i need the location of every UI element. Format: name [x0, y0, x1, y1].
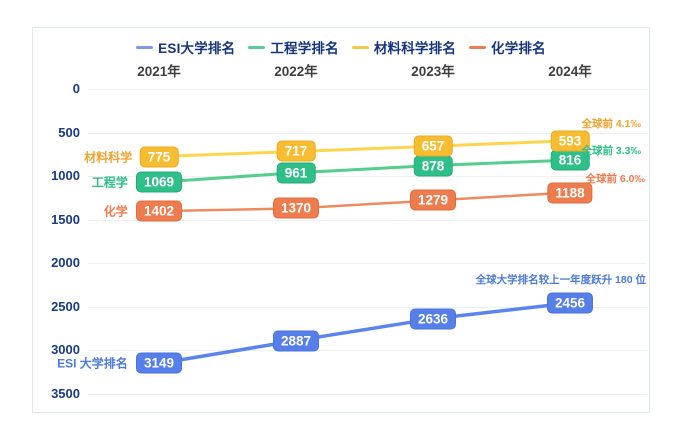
x-axis-label: 2022年	[274, 64, 318, 79]
series-line-化学排名	[157, 191, 572, 213]
series-axis-label: 工程学	[91, 175, 128, 190]
x-axis-label: 2024年	[548, 64, 592, 79]
data-point-badge[interactable]: 878	[413, 155, 453, 176]
data-point-badge[interactable]: 2636	[409, 308, 457, 330]
legend-item-2[interactable]: 材料科学排名	[351, 37, 457, 57]
series-axis-label: 化学	[103, 204, 128, 219]
data-point-badge[interactable]: 2887	[272, 330, 320, 352]
x-axis-label: 2023年	[411, 64, 455, 79]
series-line-材料科学排名	[157, 139, 572, 159]
x-axis-label: 2021年	[137, 64, 181, 79]
y-axis-label: 2500	[51, 298, 80, 314]
chart-legend: ESI大学排名 工程学排名 材料科学排名 化学排名	[33, 36, 649, 58]
data-point-badge[interactable]: 717	[276, 140, 316, 162]
series-line-ESI大学排名	[157, 301, 572, 366]
data-point-badge[interactable]: 3149	[135, 352, 183, 374]
legend-line-marker-icon	[248, 45, 266, 49]
data-point-badge[interactable]: 1188	[547, 182, 593, 204]
annotation: 全球大学排名较上一年度跃升 180 位	[475, 274, 646, 286]
data-point-badge[interactable]: 1370	[272, 197, 320, 219]
legend-item-label: 化学排名	[491, 41, 546, 56]
annotation: 全球前 6.0‰	[585, 173, 645, 185]
series-line-工程学排名	[157, 158, 572, 184]
data-point-badge[interactable]: 1069	[135, 171, 183, 193]
y-axis-label: 3000	[51, 342, 80, 358]
gridline	[88, 263, 647, 265]
legend-item-label: ESI大学排名	[158, 41, 236, 56]
y-axis-label: 3500	[51, 386, 80, 401]
data-point-badge[interactable]: 775	[139, 146, 179, 168]
gridline	[88, 306, 647, 308]
gridline	[88, 89, 647, 90]
series-axis-label: ESI 大学排名	[57, 356, 128, 371]
legend-line-marker-icon	[136, 45, 154, 49]
gridline	[88, 350, 647, 352]
annotation: 全球前 4.1‰	[581, 118, 641, 130]
series-axis-label: 材料科学	[84, 150, 133, 165]
gridline	[88, 219, 647, 221]
legend-line-marker-icon	[469, 45, 487, 49]
y-axis-label: 500	[58, 124, 80, 140]
legend-item-3[interactable]: 化学排名	[469, 37, 546, 57]
legend-item-0[interactable]: ESI大学排名	[136, 37, 235, 57]
gridline	[88, 132, 647, 134]
legend-item-1[interactable]: 工程学排名	[248, 37, 339, 57]
legend-item-label: 工程学排名	[270, 41, 339, 56]
data-point-badge[interactable]: 816	[550, 149, 590, 171]
gridline	[88, 176, 647, 178]
chart-card: ESI大学排名 工程学排名 材料科学排名 化学排名 2021年 2022年 2023年 20…	[32, 27, 650, 413]
data-point-badge[interactable]: 1402	[135, 200, 183, 222]
data-point-badge[interactable]: 657	[413, 135, 453, 157]
data-point-badge[interactable]: 961	[276, 162, 316, 184]
data-point-badge[interactable]: 1279	[409, 189, 457, 211]
series-lines	[157, 139, 572, 366]
gridline	[88, 394, 647, 395]
y-axis-label: 2000	[51, 255, 80, 271]
legend-item-label: 材料科学排名	[373, 41, 457, 56]
annotation: 全球前 3.3‰	[581, 145, 641, 157]
y-axis-label: 0	[72, 81, 80, 96]
legend-line-marker-icon	[351, 45, 369, 49]
data-point-badge[interactable]: 2456	[546, 292, 594, 314]
y-axis-label: 1000	[51, 168, 80, 184]
data-point-badge[interactable]: 593	[550, 130, 590, 152]
y-axis-label: 1500	[51, 211, 80, 227]
